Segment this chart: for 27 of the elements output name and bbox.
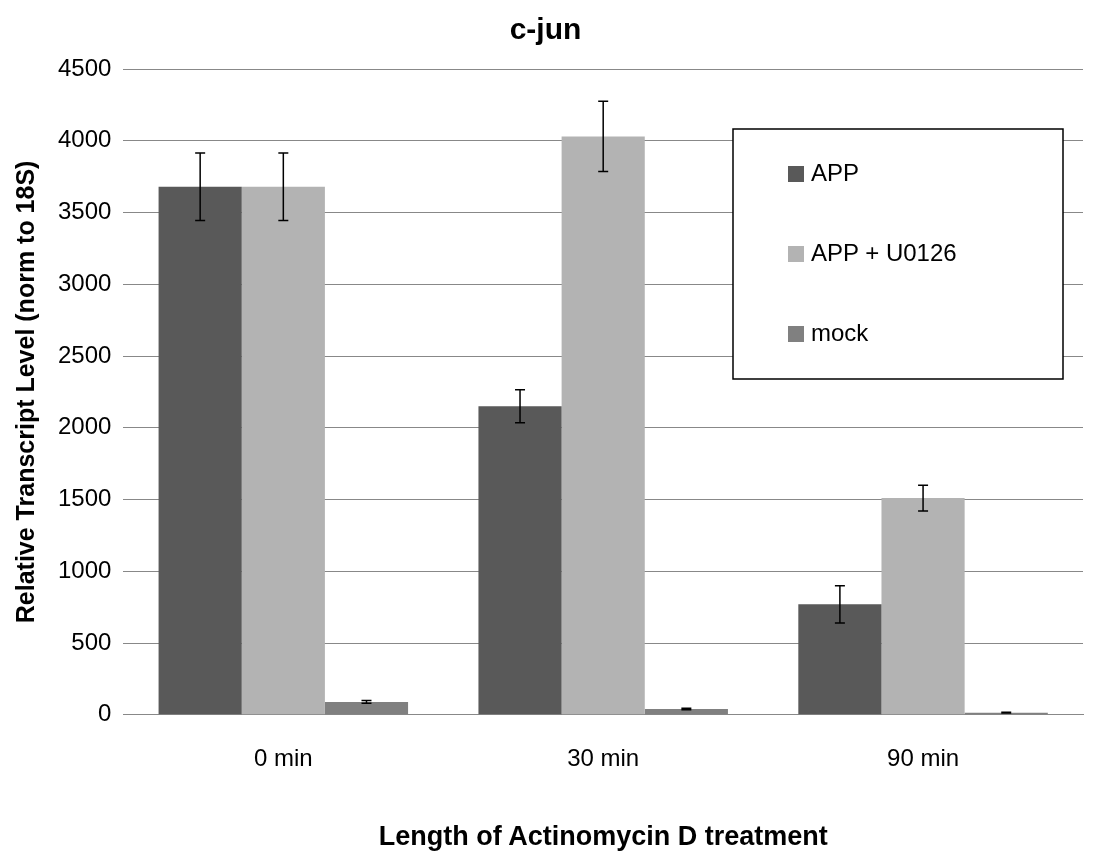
x-axis-title: Length of Actinomycin D treatment: [378, 821, 828, 852]
y-tick-label: 3000: [58, 268, 112, 296]
x-tick-label: 30 min: [567, 743, 640, 771]
y-tick-label: 1500: [58, 484, 112, 512]
y-tick-label: 500: [71, 627, 112, 655]
y-tick-label: 2000: [58, 412, 112, 440]
bar: [561, 136, 645, 715]
y-tick-label: 1000: [58, 555, 112, 583]
bar: [478, 406, 562, 715]
y-tick-label: 2500: [58, 340, 112, 368]
bar: [158, 186, 242, 715]
legend-label: APP + U0126: [811, 238, 957, 266]
bar: [798, 604, 882, 715]
y-tick-label: 4000: [58, 125, 112, 153]
x-tick-label: 0 min: [253, 743, 313, 771]
bar: [881, 498, 965, 715]
bar: [644, 709, 728, 715]
legend-label: mock: [811, 318, 870, 346]
bar: [324, 701, 409, 715]
y-axis-title: Relative Transcript Level (norm to 18S): [10, 160, 39, 624]
y-tick-label: 0: [98, 699, 112, 727]
legend-label: APP: [811, 158, 860, 186]
bar: [241, 186, 325, 715]
y-tick-label: 3500: [58, 197, 112, 225]
y-tick-label: 4500: [58, 53, 112, 81]
chart-title: c-jun: [509, 12, 582, 46]
x-tick-label: 90 min: [887, 743, 960, 771]
